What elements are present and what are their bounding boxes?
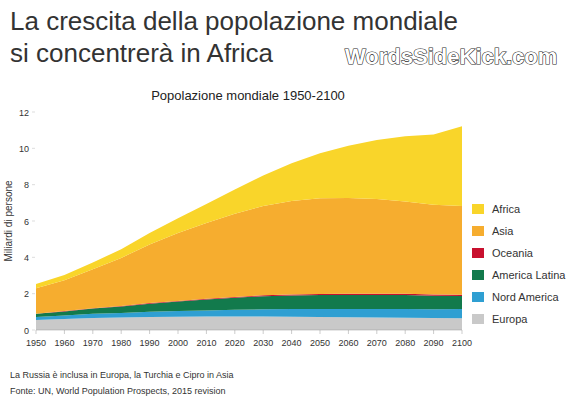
x-tick (263, 330, 264, 334)
y-tick-label: 10 (19, 144, 29, 154)
x-tick-label: 2070 (367, 338, 387, 348)
x-tick-label: 2060 (338, 338, 358, 348)
legend-swatch (472, 248, 484, 258)
x-tick (234, 330, 235, 334)
x-tick (178, 330, 179, 334)
y-tick (32, 257, 35, 258)
x-tick-label: 1960 (54, 338, 74, 348)
x-tick-label: 2000 (168, 338, 188, 348)
legend-swatch (472, 314, 484, 324)
x-tick-label: 2030 (253, 338, 273, 348)
legend-label: Oceania (492, 247, 534, 259)
y-tick-label: 4 (24, 253, 29, 263)
note: La Russia è inclusa in Europa, la Turchi… (10, 370, 234, 380)
x-tick-label: 1950 (26, 338, 46, 348)
y-tick-label: 0 (24, 326, 29, 336)
note: Fonte: UN, World Population Prospects, 2… (10, 386, 225, 396)
x-tick-label: 2020 (225, 338, 245, 348)
area (36, 198, 462, 314)
x-tick-label: 2010 (196, 338, 216, 348)
y-tick-label: 8 (24, 180, 29, 190)
y-tick-label: 12 (19, 108, 29, 118)
x-tick (348, 330, 349, 334)
legend-label: Asia (492, 225, 514, 237)
y-tick (32, 112, 35, 113)
legend-swatch (472, 292, 484, 302)
chart-title: Popolazione mondiale 1950-2100 (151, 88, 345, 103)
y-tick (32, 293, 35, 294)
x-tick (462, 330, 463, 334)
x-tick-label: 2050 (310, 338, 330, 348)
title: La crescita della popolazione mondiale (10, 6, 458, 36)
y-tick (32, 221, 35, 222)
x-tick-label: 2040 (282, 338, 302, 348)
x-tick (64, 330, 65, 334)
x-tick (291, 330, 292, 334)
y-tick-label: 2 (24, 289, 29, 299)
x-tick-label: 1980 (111, 338, 131, 348)
x-tick-label: 1970 (83, 338, 103, 348)
legend-swatch (472, 226, 484, 236)
x-tick (36, 330, 37, 334)
y-tick-label: 6 (24, 217, 29, 227)
area (36, 317, 462, 330)
x-tick-label: 1990 (140, 338, 160, 348)
watermark: WordsSideKick.com (345, 44, 557, 69)
legend-swatch (472, 270, 484, 280)
y-tick (32, 330, 35, 331)
x-axis (36, 330, 462, 331)
x-tick (376, 330, 377, 334)
legend-label: Africa (492, 203, 521, 215)
x-tick (433, 330, 434, 334)
area (36, 126, 462, 288)
x-tick-label: 2100 (452, 338, 472, 348)
x-tick (121, 330, 122, 334)
legend-swatch (472, 204, 484, 214)
x-tick-label: 2090 (424, 338, 444, 348)
legend-label: Nord America (492, 291, 560, 303)
legend-label: America Latina (492, 269, 566, 281)
x-tick (92, 330, 93, 334)
x-tick-label: 2080 (395, 338, 415, 348)
plot-area (36, 126, 462, 330)
x-tick (405, 330, 406, 334)
subtitle: si concentrerà in Africa (10, 38, 274, 68)
legend-label: Europa (492, 313, 528, 325)
x-tick (320, 330, 321, 334)
y-tick (32, 148, 35, 149)
x-tick (206, 330, 207, 334)
chart: La crescita della popolazione mondialesi… (0, 0, 571, 415)
y-tick (32, 184, 35, 185)
x-tick (149, 330, 150, 334)
y-axis-label: Miliardi di persone (3, 180, 14, 262)
